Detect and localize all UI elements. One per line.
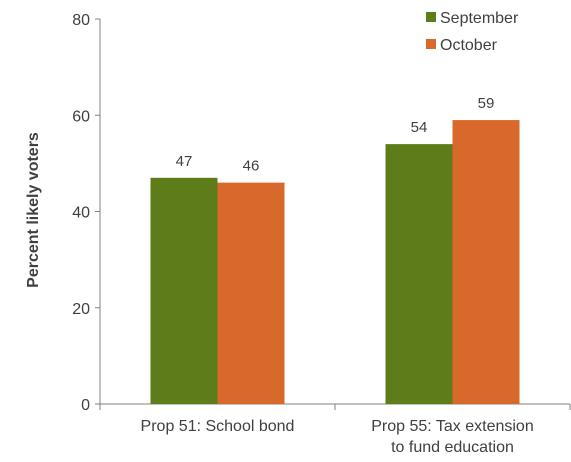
bar [385,144,453,404]
legend-label: October [440,37,498,54]
data-label: 59 [478,95,495,112]
data-labels: 47 46 54 59 [176,95,495,175]
bars [150,120,520,404]
y-tick-label: 40 [72,205,90,222]
legend-label: September [440,10,519,27]
bar [217,182,285,404]
legend: September October [426,10,519,54]
y-tick-label: 0 [81,397,90,414]
x-category-label: Prop 51: School bond [141,418,295,435]
y-tick-label: 20 [72,301,90,318]
legend-swatch [426,39,436,49]
x-category-label: to fund education [391,439,514,456]
bar [452,120,520,404]
bar [150,177,218,404]
y-tick-label: 60 [72,108,90,125]
data-label: 54 [411,119,428,136]
y-axis-title: Percent likely voters [25,132,42,288]
legend-swatch [426,12,436,22]
data-label: 47 [176,153,193,170]
data-label: 46 [243,158,260,175]
category-labels: Prop 51: School bond Prop 55: Tax extensi… [141,418,534,456]
y-tick-label: 80 [72,12,90,29]
x-category-label: Prop 55: Tax extension [371,418,533,435]
